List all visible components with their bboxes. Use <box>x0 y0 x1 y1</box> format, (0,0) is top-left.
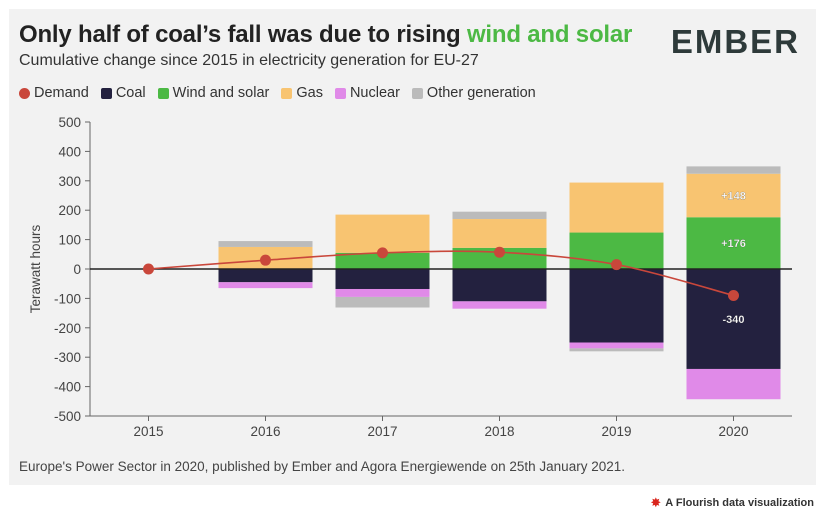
demand-point-2020 <box>728 289 739 301</box>
y-tick-label: -500 <box>54 409 81 424</box>
demand-point-2019 <box>611 259 622 271</box>
legend-label: Other generation <box>426 85 536 101</box>
legend-label: Nuclear <box>349 85 400 101</box>
legend-item-coal[interactable]: Coal <box>100 85 146 101</box>
legend-item-gas[interactable]: Gas <box>281 85 323 101</box>
legend-label: Gas <box>296 85 323 101</box>
legend-swatch <box>334 87 346 99</box>
legend-swatch <box>411 87 423 99</box>
legend-swatch <box>157 87 169 99</box>
legend-item-other-generation[interactable]: Other generation <box>411 85 536 101</box>
y-tick-label: -300 <box>54 350 81 365</box>
bar-coal-2016 <box>218 269 313 283</box>
x-tick-label: 2020 <box>718 424 748 439</box>
annotation-label: -340 <box>722 314 744 326</box>
y-tick-label: 300 <box>58 174 81 189</box>
y-tick-label: -100 <box>54 291 81 306</box>
bar-coal-2017 <box>335 269 430 289</box>
x-tick-label: 2017 <box>367 424 397 439</box>
bar-other-generation-2016 <box>218 241 313 247</box>
bar-gas-2019 <box>569 182 664 233</box>
bar-gas-2018 <box>452 219 547 248</box>
flourish-star-icon: ✸ <box>650 495 662 510</box>
legend-label: Wind and solar <box>172 85 270 101</box>
y-tick-label: 0 <box>73 262 81 277</box>
x-tick-label: 2019 <box>601 424 631 439</box>
bar-other-generation-negative-2017 <box>335 296 430 308</box>
legend-item-nuclear[interactable]: Nuclear <box>334 85 400 101</box>
y-tick-label: -400 <box>54 380 81 395</box>
bar-coal-2018 <box>452 269 547 302</box>
bar-wind-and-solar-2017 <box>335 252 430 269</box>
ember-logo: EMBER <box>670 23 800 60</box>
source-note: Europe's Power Sector in 2020, published… <box>19 459 625 474</box>
demand-point-2016 <box>260 254 271 266</box>
legend-item-wind-and-solar[interactable]: Wind and solar <box>157 85 270 101</box>
demand-point-2015 <box>143 263 154 275</box>
flourish-credit-label: A Flourish data visualization <box>665 497 814 509</box>
legend-label: Coal <box>115 85 146 101</box>
legend-swatch <box>100 87 112 99</box>
chart-title-highlight: wind and solar <box>466 21 633 48</box>
y-tick-label: 100 <box>58 233 81 248</box>
y-tick-label: 400 <box>58 144 81 159</box>
legend-item-demand[interactable]: Demand <box>19 85 89 101</box>
bar-nuclear-2017 <box>335 288 430 297</box>
bar-wind-and-solar-2020 <box>686 217 781 269</box>
x-tick-label: 2015 <box>133 424 163 439</box>
y-axis-title: Terawatt hours <box>28 224 43 313</box>
chart-title: Only half of coal’s fall was due to risi… <box>19 21 632 49</box>
annotation-label: +148 <box>721 191 746 203</box>
annotation-label: +176 <box>721 238 746 250</box>
x-tick-label: 2018 <box>484 424 514 439</box>
legend-label: Demand <box>34 85 89 101</box>
bar-other-generation-2018 <box>452 211 547 220</box>
y-tick-label: 200 <box>58 203 81 218</box>
chart-subtitle: Cumulative change since 2015 in electric… <box>19 52 479 69</box>
bar-nuclear-2018 <box>452 301 547 309</box>
legend-swatch <box>19 87 30 99</box>
bar-gas-2020 <box>686 173 781 218</box>
bar-coal-2019 <box>569 269 664 343</box>
chart-title-main: Only half of coal’s fall was due to risi… <box>19 21 461 48</box>
flourish-credit[interactable]: ✸ A Flourish data visualization <box>650 495 814 511</box>
demand-line <box>148 250 734 297</box>
x-tick-label: 2016 <box>250 424 280 439</box>
bar-other-generation-negative-2019 <box>569 348 664 352</box>
bar-nuclear-2020 <box>686 368 781 400</box>
demand-point-2017 <box>377 247 388 259</box>
bar-nuclear-2019 <box>569 342 664 349</box>
y-tick-label: 500 <box>58 115 81 130</box>
chart-card: Only half of coal’s fall was due to risi… <box>9 9 816 485</box>
bar-nuclear-2016 <box>218 282 313 289</box>
legend: Demand Coal Wind and solar Gas Nuclear Other … <box>19 85 536 101</box>
y-tick-label: -200 <box>54 321 81 336</box>
bar-other-generation-2020 <box>686 166 781 174</box>
bar-gas-2017 <box>335 214 430 253</box>
demand-point-2018 <box>494 246 505 258</box>
legend-swatch <box>281 87 293 99</box>
